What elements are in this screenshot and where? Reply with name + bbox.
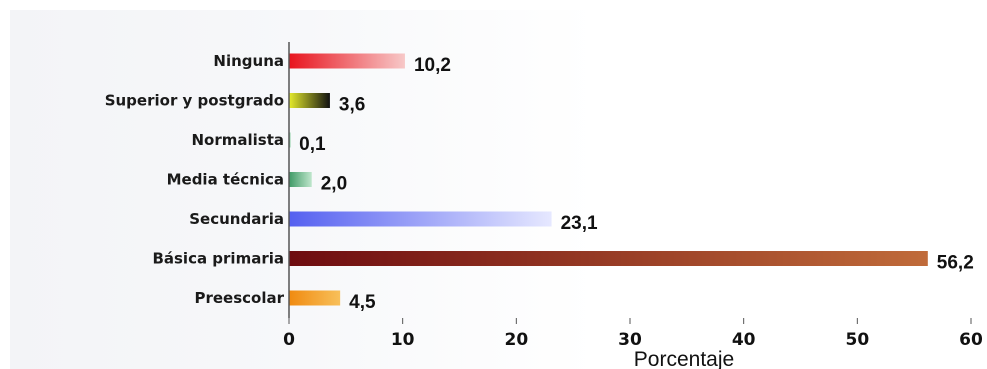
value-label-media-tecnica: 2,0 [321, 174, 347, 195]
category-label-secundaria: Secundaria [189, 210, 284, 228]
bar-media-tecnica [289, 172, 312, 187]
category-label-ninguna: Ninguna [213, 52, 284, 70]
x-axis-title: Porcentaje [634, 348, 734, 369]
x-tick-label-0: 0 [283, 330, 295, 350]
category-label-basica-primaria: Básica primaria [152, 250, 284, 268]
x-tick-label-40: 40 [732, 330, 756, 350]
value-label-basica-primaria: 56,2 [937, 253, 974, 274]
value-label-preescolar: 4,5 [349, 292, 376, 313]
value-label-superior-y-postgrado: 3,6 [339, 95, 365, 116]
x-tick-label-10: 10 [391, 330, 415, 350]
value-label-normalista: 0,1 [299, 134, 326, 155]
value-label-secundaria: 23,1 [561, 213, 598, 234]
x-tick-label-20: 20 [504, 330, 528, 350]
bar-superior-y-postgrado [289, 93, 330, 108]
category-label-media-tecnica: Media técnica [167, 171, 284, 189]
bar-secundaria [289, 211, 552, 227]
x-axis-ticks: 0 10 20 30 40 50 60 [283, 318, 983, 350]
x-tick-label-50: 50 [845, 330, 869, 350]
value-labels: 10,2 3,6 0,1 2,0 23,1 56,2 4,5 [299, 55, 974, 313]
category-label-superior-y-postgrado: Superior y postgrado [105, 92, 284, 110]
bar-ninguna [289, 53, 405, 69]
value-label-ninguna: 10,2 [414, 55, 451, 76]
bars-layer [289, 53, 928, 306]
category-labels: Ninguna Superior y postgrado Normalista Med… [105, 52, 285, 307]
x-tick-label-60: 60 [959, 330, 983, 350]
x-tick-label-30: 30 [618, 330, 642, 350]
category-label-normalista: Normalista [191, 131, 284, 149]
bar-preescolar [289, 290, 341, 306]
bar-basica-primaria [289, 251, 928, 266]
plot-background [10, 10, 987, 369]
category-label-preescolar: Preescolar [194, 289, 284, 307]
